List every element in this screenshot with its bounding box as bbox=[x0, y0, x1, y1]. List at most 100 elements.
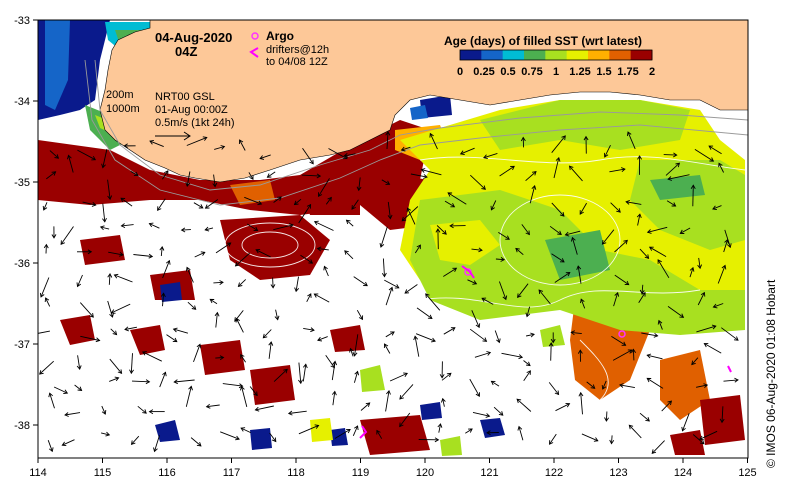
current-vector-head bbox=[288, 223, 294, 228]
current-vector-head bbox=[427, 314, 433, 320]
current-vector bbox=[249, 386, 258, 396]
current-vector-head bbox=[564, 231, 570, 237]
current-vector-head bbox=[442, 230, 447, 235]
current-vector-head bbox=[505, 235, 510, 240]
current-vector bbox=[173, 328, 189, 334]
current-vector-head bbox=[550, 338, 556, 344]
current-vector bbox=[682, 413, 690, 431]
current-vector-head bbox=[490, 380, 496, 386]
current-vector-head bbox=[308, 259, 314, 264]
current-vector-head bbox=[645, 417, 650, 422]
current-vector bbox=[692, 185, 694, 207]
current-vector-head bbox=[657, 319, 663, 325]
current-vector bbox=[658, 320, 663, 330]
current-vector bbox=[614, 240, 628, 253]
current-vector bbox=[443, 327, 456, 335]
current-vector-head bbox=[699, 439, 705, 445]
current-vector-head bbox=[425, 293, 430, 298]
current-vector-head bbox=[570, 236, 576, 242]
current-vector-head bbox=[119, 251, 124, 257]
current-vector bbox=[571, 331, 582, 335]
current-vector bbox=[240, 354, 246, 363]
current-vector-head bbox=[404, 289, 410, 294]
current-vector-head bbox=[358, 315, 364, 321]
current-vector-head bbox=[238, 383, 244, 389]
current-vector-head bbox=[450, 202, 456, 208]
current-vector-head bbox=[29, 332, 33, 336]
current-vector bbox=[149, 223, 160, 229]
current-vector-head bbox=[733, 336, 739, 341]
current-vector-head bbox=[124, 326, 129, 332]
current-vector-head bbox=[399, 422, 404, 428]
lon-tick-label: 116 bbox=[158, 467, 176, 479]
current-vector-head bbox=[385, 131, 391, 136]
current-vector bbox=[306, 293, 312, 303]
current-vector bbox=[213, 281, 224, 284]
current-vector bbox=[235, 252, 251, 267]
current-vector bbox=[142, 351, 162, 362]
current-vector bbox=[62, 439, 75, 446]
current-vector bbox=[209, 299, 218, 305]
current-vector bbox=[381, 179, 390, 185]
current-vector bbox=[387, 201, 391, 219]
current-vector-head bbox=[631, 348, 636, 354]
current-vector bbox=[107, 179, 111, 200]
current-vector-head bbox=[621, 341, 627, 346]
current-vector bbox=[193, 202, 204, 209]
current-vector bbox=[272, 277, 274, 288]
current-vector bbox=[262, 329, 272, 339]
lon-tick-label: 119 bbox=[352, 467, 370, 479]
current-vector bbox=[717, 265, 726, 284]
current-vector-head bbox=[641, 291, 646, 297]
lat-tick-label: -33 bbox=[14, 15, 30, 27]
current-vector-head bbox=[76, 282, 82, 288]
current-vector bbox=[317, 336, 328, 341]
current-vector bbox=[154, 435, 160, 452]
current-vector-head bbox=[142, 351, 147, 356]
current-vector bbox=[298, 362, 302, 384]
current-vector-head bbox=[209, 298, 215, 304]
current-vector-head bbox=[379, 242, 385, 248]
current-vector-head bbox=[200, 251, 206, 256]
current-vector-head bbox=[700, 291, 706, 297]
current-vector bbox=[300, 254, 313, 264]
current-vector bbox=[102, 203, 106, 222]
current-vector bbox=[334, 429, 351, 439]
current-vector-head bbox=[253, 226, 259, 231]
current-vector bbox=[698, 257, 701, 269]
colorbar-segment bbox=[460, 50, 482, 60]
current-vector-head bbox=[157, 206, 162, 212]
current-vector-head bbox=[709, 157, 715, 162]
current-vector bbox=[401, 146, 411, 151]
current-vector-head bbox=[681, 426, 686, 432]
current-vector bbox=[194, 251, 205, 258]
current-vector-head bbox=[532, 171, 537, 176]
current-vector-head bbox=[219, 280, 224, 285]
current-vector bbox=[444, 200, 455, 208]
current-vector-head bbox=[593, 437, 599, 442]
current-vector bbox=[399, 384, 414, 400]
current-vector bbox=[443, 267, 457, 277]
current-vector-head bbox=[518, 354, 524, 360]
current-vector-head bbox=[440, 397, 446, 403]
current-vector-head bbox=[691, 360, 696, 366]
latitude-axis: -33 -34 -35 -36 -37 -38 bbox=[14, 15, 38, 432]
current-vectors bbox=[29, 131, 739, 454]
current-vector bbox=[586, 381, 595, 389]
current-vector-head bbox=[390, 331, 395, 336]
current-vector-head bbox=[525, 361, 531, 367]
current-vector bbox=[215, 242, 231, 254]
current-vector-head bbox=[525, 230, 530, 236]
current-vector-head bbox=[271, 437, 277, 443]
current-vector bbox=[538, 289, 551, 305]
current-vector-head bbox=[689, 266, 695, 272]
drifter-track bbox=[461, 265, 475, 279]
current-vector-head bbox=[204, 226, 210, 232]
current-vector bbox=[101, 405, 106, 415]
current-vector-head bbox=[423, 174, 428, 179]
current-vector bbox=[604, 145, 611, 158]
current-vector bbox=[723, 239, 728, 253]
current-vector bbox=[301, 174, 321, 177]
current-vector bbox=[49, 393, 55, 409]
current-vector-head bbox=[526, 370, 531, 375]
